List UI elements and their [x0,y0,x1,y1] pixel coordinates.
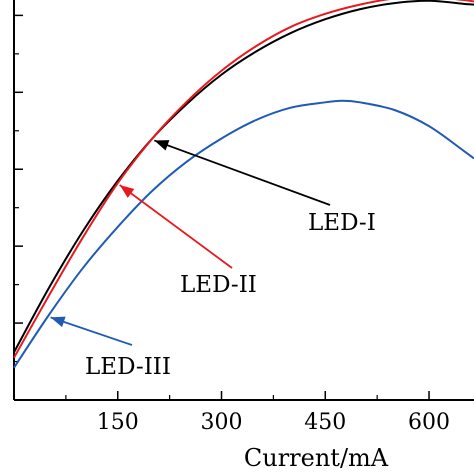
axis-ticks [14,14,430,401]
series-label-led-ii: LED-II [180,272,257,298]
series-line-led-ii [13,0,474,359]
annotation-arrow-line [50,316,133,346]
tick-labels: 150 300 450 600 [97,410,450,435]
x-axis-label: Current/mA [244,444,389,472]
annotation-arrow-head [50,316,66,328]
series-line-led-i [13,0,474,353]
annotation-arrow-line [154,139,331,206]
plot-frame [13,0,474,401]
annotation-arrow-line [119,184,233,269]
annotation-arrow-head [154,140,170,151]
series-label-led-iii: LED-III [85,354,171,380]
x-tick-label: 300 [201,410,243,435]
series-lines [13,0,474,369]
annotation-arrow-head [119,185,135,198]
x-tick-label: 150 [97,410,139,435]
series-label-led-i: LED-I [308,210,376,236]
series-line-led-iii [13,99,474,369]
x-tick-label: 600 [408,410,450,435]
annotations: LED-I LED-II LED-III [50,139,376,380]
x-tick-label: 450 [304,410,346,435]
